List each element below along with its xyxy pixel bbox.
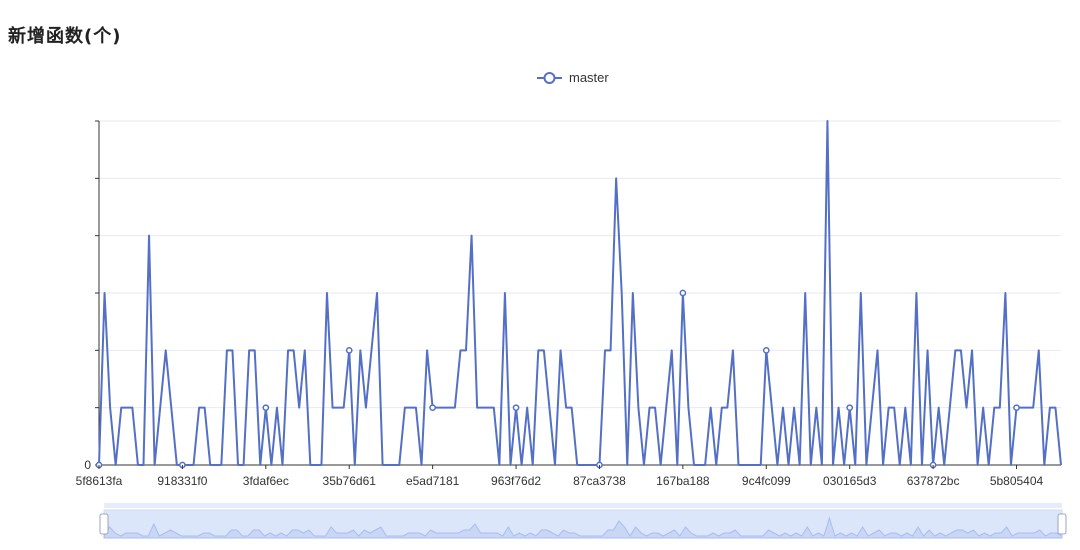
zoom-handle-left[interactable] [99,513,109,535]
x-tick-label: 9c4fc099 [742,474,791,488]
x-tick-label: 030165d3 [823,474,877,488]
x-tick-label: 87ca3738 [573,474,626,488]
y-tick-label: 0 [84,458,91,472]
x-tick-label: 918331f0 [157,474,207,488]
data-point [429,404,436,412]
zoom-handle-right[interactable] [1057,513,1067,535]
data-zoom-slider[interactable] [99,503,1067,539]
x-tick-label: 637872bc [907,474,960,488]
data-point [345,346,353,354]
data-point [762,346,770,354]
x-tick-label: 3fdaf6ec [243,474,289,488]
x-tick-label: 167ba188 [656,474,710,488]
x-tick-label: 35b76d61 [323,474,377,488]
x-axis-labels: 5f8613fa 918331f0 3fdaf6ec 35b76d61 e5ad7181… [76,465,1044,488]
legend[interactable]: master [537,70,609,85]
zoom-top-bar[interactable] [104,503,1062,508]
data-point [262,404,270,412]
data-point [1013,404,1020,412]
data-point [679,289,687,297]
page-title: 新增函数(个) [8,26,122,47]
x-tick-label: 5b805404 [990,474,1044,488]
legend-item-master[interactable]: master [569,70,609,85]
series-layer [95,120,1062,469]
zoom-preview-area [103,516,1063,539]
y-axis-labels: 0 [84,458,91,472]
x-tick-label: 5f8613fa [76,474,123,488]
x-tick-label: e5ad7181 [406,474,460,488]
data-point [512,404,520,412]
data-point [846,404,854,412]
series-line-master [98,120,1062,466]
x-tick-label: 963f76d2 [491,474,541,488]
legend-marker-icon [543,72,556,84]
grid-lines [99,120,1061,409]
